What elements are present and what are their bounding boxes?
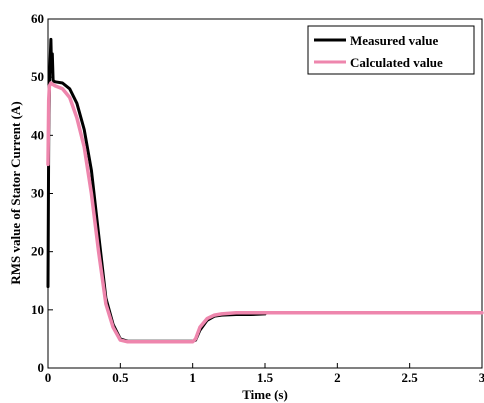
- y-tick-label: 40: [31, 127, 44, 142]
- y-tick-label: 10: [31, 302, 44, 317]
- y-tick-label: 20: [31, 244, 44, 259]
- series-line-calculated: [46, 81, 484, 344]
- x-tick-label: 3: [479, 370, 484, 385]
- y-tick-label: 60: [31, 11, 44, 26]
- y-axis: 0 10 20 30 40 50 60: [31, 11, 53, 375]
- legend-box: [307, 25, 475, 75]
- y-axis-label: RMS value of Stator Current (A): [8, 101, 23, 284]
- x-tick-label: 0: [45, 370, 52, 385]
- x-axis-label: Time (s): [242, 387, 288, 402]
- x-tick-label: 1.5: [257, 370, 274, 385]
- y-tick-label: 0: [38, 360, 45, 375]
- legend-label-measured: Measured value: [350, 33, 438, 48]
- x-tick-label: 1: [189, 370, 196, 385]
- plot-area: [47, 18, 483, 369]
- legend: Measured value Calculated value: [307, 25, 475, 75]
- x-tick-label: 2: [334, 370, 341, 385]
- x-axis: 0 0.5 1 1.5 2 2.5 3: [45, 363, 484, 385]
- series-lines: [46, 37, 484, 344]
- y-tick-label: 30: [31, 186, 44, 201]
- legend-label-calculated: Calculated value: [350, 55, 443, 70]
- x-tick-label: 0.5: [112, 370, 129, 385]
- x-tick-label: 2.5: [402, 370, 419, 385]
- y-tick-label: 50: [31, 69, 44, 84]
